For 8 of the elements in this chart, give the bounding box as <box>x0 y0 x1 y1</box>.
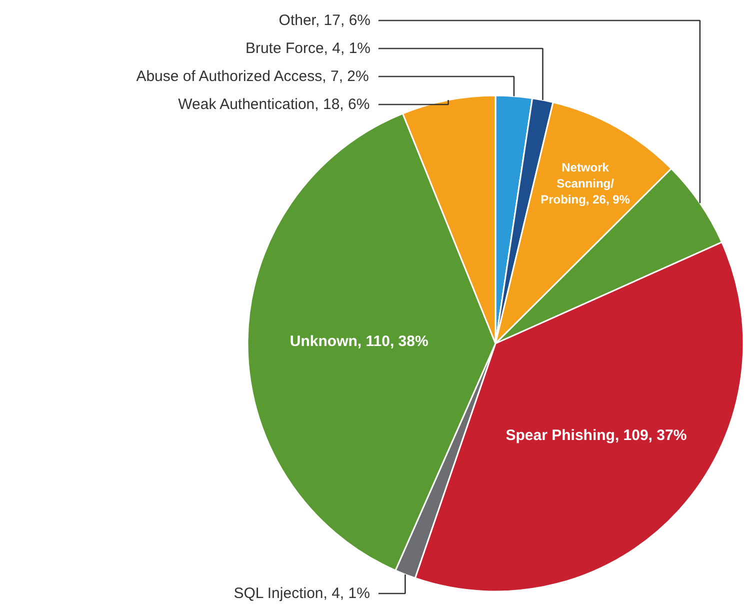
slice-label: SQL Injection, 4, 1% <box>234 585 370 602</box>
slice-label: Spear Phishing, 109, 37% <box>506 426 687 444</box>
slice-label: Brute Force, 4, 1% <box>245 40 371 57</box>
slice-label: Abuse of Authorized Access, 7, 2% <box>136 68 369 85</box>
slice-label: Network Scanning/Probing, 26, 9% <box>540 160 630 207</box>
slice-label: Other, 17, 6% <box>278 12 371 29</box>
slice-label: Weak Authentication, 18, 6% <box>178 96 370 113</box>
slice-label: Unknown, 110, 38% <box>290 332 428 350</box>
